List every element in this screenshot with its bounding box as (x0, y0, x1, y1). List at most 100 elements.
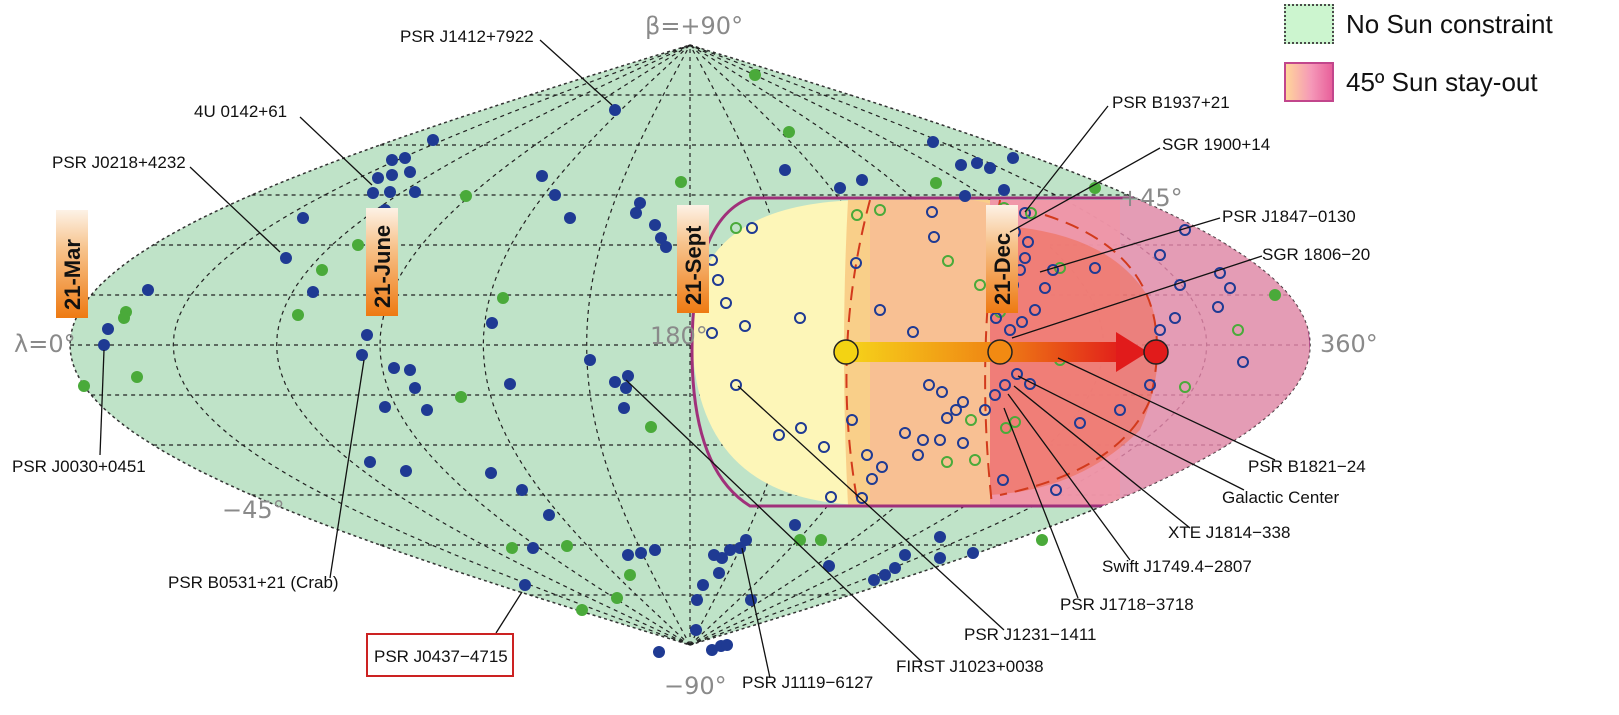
stay-out-dash-left (845, 199, 871, 506)
source-dot-green (1036, 534, 1048, 546)
label-xte-j1814: XTE J1814−338 (1168, 523, 1290, 542)
source-dot-green (460, 190, 472, 202)
source-dot-green (497, 292, 509, 304)
source-dot-blue (889, 562, 901, 574)
source-dot-blue (655, 232, 667, 244)
source-dot-green-open (1025, 207, 1037, 219)
source-dot-blue-open (1214, 267, 1226, 279)
leader-line (1017, 375, 1245, 491)
source-dot-blue (971, 157, 983, 169)
source-dot-blue-open (1114, 404, 1126, 416)
source-dot-blue (706, 644, 718, 656)
source-dot-blue (367, 187, 379, 199)
grid-meridian (172, 44, 691, 646)
source-dot-blue-open (746, 222, 758, 234)
date-banner-bg (366, 208, 398, 316)
source-dot-green-open (965, 414, 977, 426)
lambda180-label: 180° (650, 322, 708, 350)
source-dot-blue-open (739, 320, 751, 332)
source-dot-blue-open (1050, 484, 1062, 496)
source-dot-blue-open (1237, 356, 1249, 368)
legend-swatch-pink (1284, 62, 1334, 102)
leader-line (1007, 393, 1131, 561)
source-dot-green (316, 264, 328, 276)
label-psr-j0030: PSR J0030+0451 (12, 457, 146, 476)
beta-bottom-label: −90° (664, 672, 727, 700)
source-dot-blue (404, 364, 416, 376)
source-dot-blue (386, 154, 398, 166)
source-dot-blue-open (1224, 282, 1236, 294)
source-dot-blue-open (861, 449, 873, 461)
source-dot-green (930, 177, 942, 189)
source-dot-green (1269, 289, 1281, 301)
source-dots (78, 69, 1281, 658)
source-dot-blue (386, 169, 398, 181)
source-dot-green (78, 380, 90, 392)
source-dot-blue-open (1039, 282, 1051, 294)
source-dot-blue-open (866, 473, 878, 485)
source-dot-blue (630, 207, 642, 219)
stay-out-dash-mid (984, 199, 1001, 506)
source-dot-blue (618, 402, 630, 414)
source-dot-blue-open (941, 412, 953, 424)
leader-line (1057, 357, 1276, 461)
source-dot-blue (713, 567, 725, 579)
source-dot-blue (142, 284, 154, 296)
source-dot-blue-open (917, 434, 929, 446)
source-dot-blue-open (818, 441, 830, 453)
source-dot-green (749, 69, 761, 81)
label-psr-j1847: PSR J1847−0130 (1222, 207, 1356, 226)
source-dot-blue (400, 465, 412, 477)
source-dot-blue (879, 569, 891, 581)
source-dot-blue-open (874, 304, 886, 316)
source-dot-blue (620, 382, 632, 394)
label-psr-j1412: PSR J1412+7922 (400, 27, 534, 46)
source-dot-blue (609, 104, 621, 116)
sun-arrow-shaft (846, 342, 1126, 362)
leader-line (1024, 105, 1109, 213)
legend-item-sun-stay-out: 45º Sun stay-out (1284, 62, 1538, 102)
source-dot-blue (409, 382, 421, 394)
source-dot-blue-open (712, 274, 724, 286)
beta-top-label: β=+90° (645, 12, 743, 40)
source-dot-blue (536, 170, 548, 182)
source-dot-blue (427, 134, 439, 146)
grid-meridian (586, 44, 691, 646)
source-dot-green (352, 239, 364, 251)
label-psr-j1718: PSR J1718−3718 (1060, 595, 1194, 614)
source-dot-green (815, 534, 827, 546)
source-dot-blue (934, 531, 946, 543)
source-dot-blue-open (706, 327, 718, 339)
source-dot-blue (1007, 152, 1019, 164)
source-dot-blue-open (1004, 324, 1016, 336)
leader-line (189, 166, 281, 253)
source-dot-blue-open (1169, 312, 1181, 324)
source-dot-green (645, 421, 657, 433)
source-dot-blue (721, 639, 733, 651)
label-crab: PSR B0531+21 (Crab) (168, 573, 339, 592)
highlight-box-psr-j0437 (366, 633, 514, 677)
source-dot-blue (856, 174, 868, 186)
leader-line (99, 349, 105, 456)
source-dot-blue (527, 542, 539, 554)
source-dot-blue-open (1154, 324, 1166, 336)
source-dot-blue-open (795, 422, 807, 434)
source-dot-blue-open (1019, 207, 1031, 219)
label-first-j1023: FIRST J1023+0038 (896, 657, 1044, 676)
source-dot-green-open (874, 204, 886, 216)
source-dot-blue (868, 574, 880, 586)
source-dot-blue-open (850, 257, 862, 269)
source-dot-blue-open (876, 461, 888, 473)
source-dot-blue-open (934, 434, 946, 446)
source-dot-blue (660, 241, 672, 253)
source-dot-blue-open (773, 429, 785, 441)
source-dot-blue-open (1019, 252, 1031, 264)
source-dot-blue (564, 212, 576, 224)
source-dot-blue-open (1022, 236, 1034, 248)
leader-line (495, 591, 523, 634)
source-dot-blue-open (926, 206, 938, 218)
leader-line (539, 39, 613, 106)
leader-lines (99, 39, 1276, 679)
source-dot-blue-open (1074, 417, 1086, 429)
source-dot-blue (635, 547, 647, 559)
